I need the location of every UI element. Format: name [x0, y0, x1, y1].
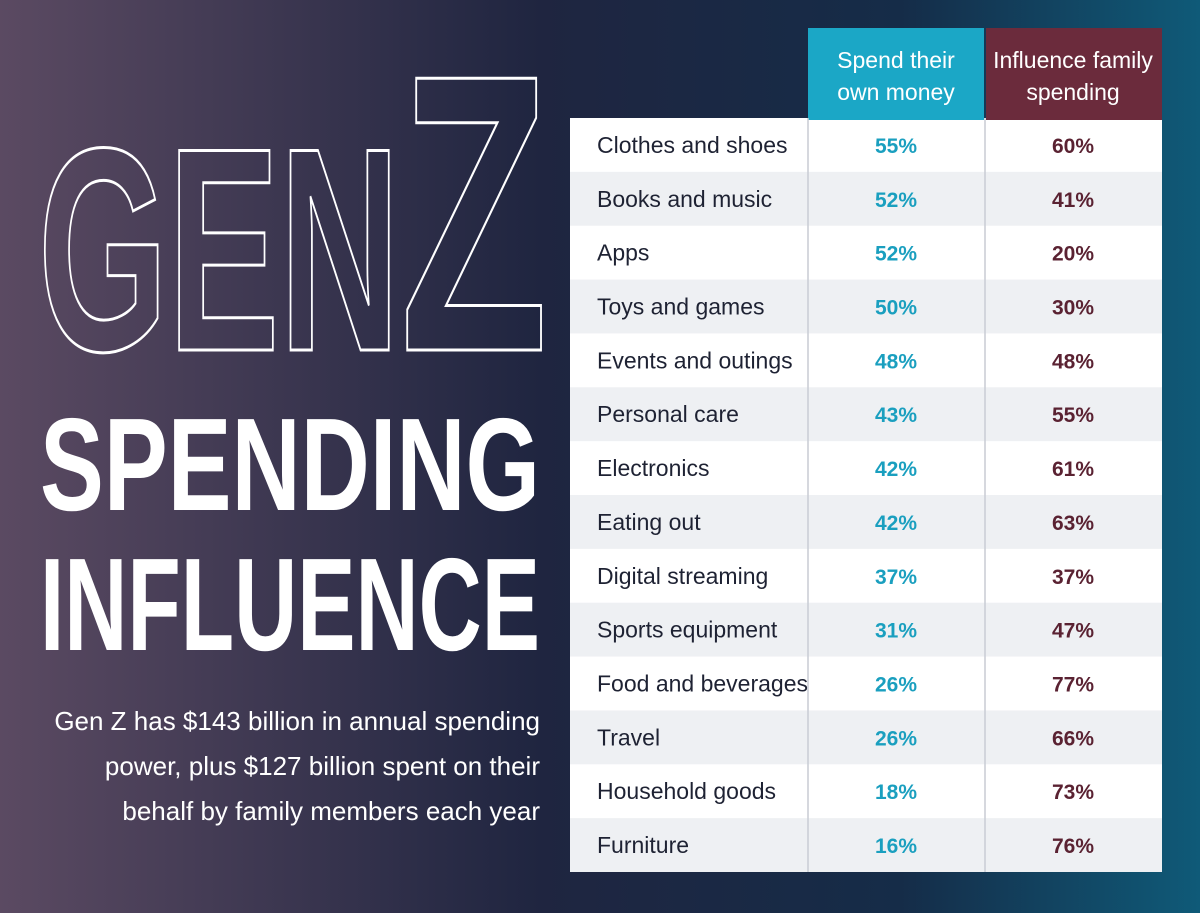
own-money-value: 42% — [875, 458, 917, 481]
family-value: 20% — [1052, 243, 1094, 266]
header-cell-family — [986, 28, 1162, 120]
family-value: 63% — [1052, 512, 1094, 535]
family-value: 77% — [1052, 674, 1094, 697]
family-value: 76% — [1052, 835, 1094, 858]
description-line: Gen Z has $143 billion in annual spendin… — [54, 706, 540, 736]
own-money-value: 26% — [875, 727, 917, 750]
row-shade — [570, 387, 1162, 442]
row-label: Toys and games — [597, 294, 764, 320]
family-value: 48% — [1052, 350, 1094, 373]
own-money-value: 48% — [875, 350, 917, 373]
family-value: 55% — [1052, 404, 1094, 427]
family-value: 61% — [1052, 458, 1094, 481]
row-label: Eating out — [597, 509, 701, 535]
own-money-value: 43% — [875, 404, 917, 427]
family-value: 60% — [1052, 135, 1094, 158]
family-value: 66% — [1052, 727, 1094, 750]
column-header: own money — [837, 79, 955, 105]
own-money-value: 52% — [875, 243, 917, 266]
row-label: Personal care — [597, 401, 739, 427]
own-money-value: 37% — [875, 566, 917, 589]
column-header: spending — [1026, 79, 1119, 105]
own-money-value: 55% — [875, 135, 917, 158]
description-line: power, plus $127 billion spent on their — [105, 751, 540, 781]
family-value: 47% — [1052, 620, 1094, 643]
column-header: Spend their — [837, 47, 955, 73]
row-label: Events and outings — [597, 347, 793, 373]
family-value: 41% — [1052, 189, 1094, 212]
row-label: Digital streaming — [597, 563, 768, 589]
own-money-value: 42% — [875, 512, 917, 535]
own-money-value: 26% — [875, 674, 917, 697]
own-money-value: 52% — [875, 189, 917, 212]
row-shade — [570, 710, 1162, 765]
title-z: Z — [400, 0, 548, 434]
description-line: behalf by family members each year — [122, 796, 540, 826]
row-label: Clothes and shoes — [597, 132, 788, 158]
own-money-value: 31% — [875, 620, 917, 643]
title-influence: INFLUENCE — [40, 531, 540, 678]
row-label: Furniture — [597, 832, 689, 858]
row-shade — [570, 171, 1162, 226]
column-header: Influence family — [993, 47, 1153, 73]
family-value: 37% — [1052, 566, 1094, 589]
row-label: Food and beverages — [597, 671, 808, 697]
row-label: Sports equipment — [597, 617, 778, 643]
title-spending: SPENDING — [40, 391, 540, 538]
row-shade — [570, 818, 1162, 872]
row-shade — [570, 602, 1162, 657]
family-value: 73% — [1052, 781, 1094, 804]
row-label: Electronics — [597, 455, 709, 481]
header-cell-own — [808, 28, 984, 120]
own-money-value: 18% — [875, 781, 917, 804]
row-shade — [570, 279, 1162, 334]
family-value: 30% — [1052, 297, 1094, 320]
own-money-value: 50% — [875, 297, 917, 320]
row-label: Household goods — [597, 778, 776, 804]
row-label: Books and music — [597, 186, 772, 212]
row-shade — [570, 495, 1162, 549]
own-money-value: 16% — [875, 835, 917, 858]
row-label: Travel — [597, 724, 660, 750]
row-label: Apps — [597, 240, 649, 266]
title-gen: GEN — [38, 88, 400, 412]
